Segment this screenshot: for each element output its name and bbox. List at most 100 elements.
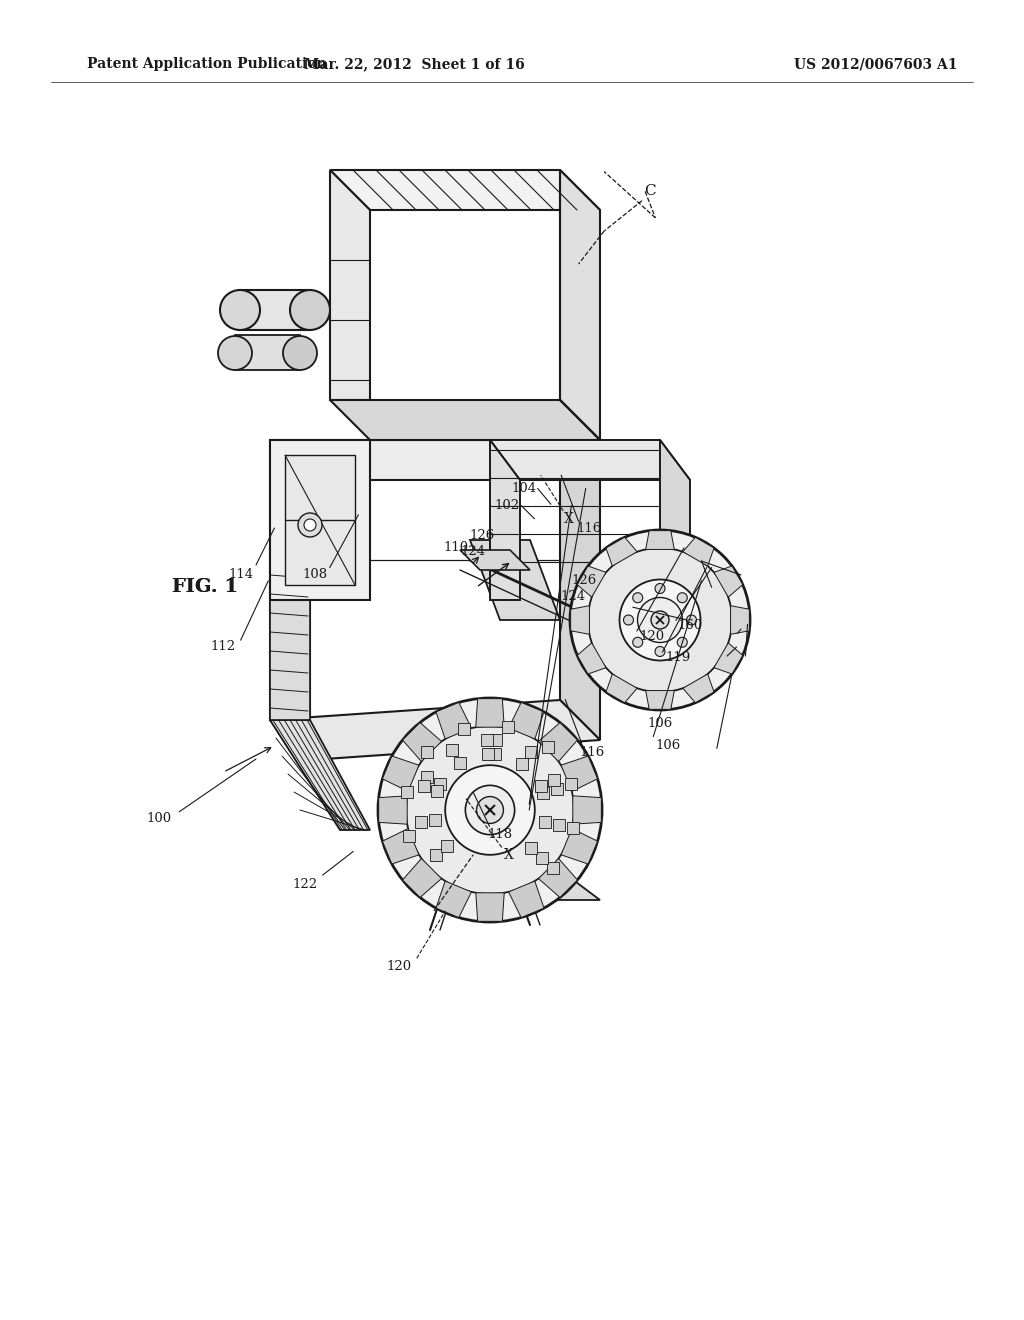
Text: 106: 106: [647, 717, 673, 730]
Circle shape: [290, 290, 330, 330]
Circle shape: [465, 785, 515, 834]
Polygon shape: [476, 892, 504, 921]
Circle shape: [633, 593, 643, 603]
Polygon shape: [578, 643, 606, 675]
Circle shape: [298, 513, 322, 537]
Polygon shape: [460, 550, 530, 570]
Polygon shape: [570, 606, 590, 635]
Text: FIG. 1: FIG. 1: [172, 578, 239, 597]
Polygon shape: [270, 560, 310, 719]
Polygon shape: [561, 756, 598, 792]
Polygon shape: [542, 742, 554, 754]
Circle shape: [304, 519, 316, 531]
Text: C: C: [644, 185, 656, 198]
Circle shape: [406, 726, 574, 894]
Text: 100: 100: [146, 812, 171, 825]
Circle shape: [677, 638, 687, 647]
Polygon shape: [547, 862, 559, 874]
Polygon shape: [481, 748, 494, 760]
Polygon shape: [536, 851, 548, 863]
Polygon shape: [730, 606, 750, 635]
Polygon shape: [430, 849, 442, 862]
Text: FIG. 1: FIG. 1: [172, 578, 239, 597]
Polygon shape: [446, 744, 458, 756]
Text: 104: 104: [512, 482, 537, 495]
Polygon shape: [434, 777, 446, 791]
Polygon shape: [401, 785, 413, 797]
Polygon shape: [234, 335, 300, 370]
Polygon shape: [509, 880, 544, 917]
Text: 122: 122: [293, 878, 317, 891]
Polygon shape: [516, 758, 528, 770]
Circle shape: [283, 337, 317, 370]
Polygon shape: [382, 756, 419, 792]
Polygon shape: [539, 722, 578, 762]
Circle shape: [220, 290, 260, 330]
Polygon shape: [524, 746, 537, 758]
Text: 118: 118: [487, 828, 512, 841]
Circle shape: [677, 593, 687, 603]
Polygon shape: [548, 775, 560, 787]
Polygon shape: [490, 734, 502, 746]
Text: 112: 112: [211, 640, 236, 653]
Polygon shape: [539, 858, 578, 898]
Polygon shape: [330, 170, 600, 210]
Polygon shape: [488, 748, 501, 760]
Polygon shape: [606, 537, 637, 566]
Polygon shape: [567, 822, 580, 834]
Polygon shape: [646, 531, 675, 549]
Polygon shape: [379, 796, 408, 824]
Text: 120: 120: [639, 630, 665, 643]
Text: X: X: [564, 512, 574, 525]
Text: 106: 106: [655, 739, 681, 752]
Circle shape: [686, 615, 696, 624]
Polygon shape: [509, 702, 544, 739]
Polygon shape: [415, 816, 427, 828]
Polygon shape: [429, 813, 441, 826]
Polygon shape: [539, 816, 551, 828]
Polygon shape: [420, 870, 600, 900]
Polygon shape: [490, 440, 690, 480]
Polygon shape: [330, 400, 600, 440]
Polygon shape: [578, 566, 606, 597]
Circle shape: [655, 583, 665, 594]
Text: US 2012/0067603 A1: US 2012/0067603 A1: [794, 57, 957, 71]
Circle shape: [445, 766, 535, 855]
Polygon shape: [490, 440, 520, 601]
Polygon shape: [431, 785, 443, 797]
Polygon shape: [714, 566, 742, 597]
Text: 126: 126: [470, 529, 495, 543]
Polygon shape: [560, 440, 600, 741]
Polygon shape: [418, 780, 430, 792]
Polygon shape: [270, 440, 310, 719]
Circle shape: [633, 638, 643, 647]
Circle shape: [378, 698, 602, 921]
Polygon shape: [421, 746, 433, 759]
Polygon shape: [606, 675, 637, 702]
Polygon shape: [270, 700, 600, 760]
Polygon shape: [382, 829, 419, 865]
Text: 116: 116: [577, 521, 601, 535]
Polygon shape: [683, 675, 714, 702]
Circle shape: [638, 598, 683, 643]
Polygon shape: [285, 455, 355, 585]
Text: 108: 108: [303, 568, 328, 581]
Text: 160: 160: [678, 619, 703, 632]
Text: 119: 119: [666, 651, 691, 664]
Polygon shape: [436, 702, 471, 739]
Text: Patent Application Publication: Patent Application Publication: [87, 57, 327, 71]
Polygon shape: [565, 779, 578, 791]
Circle shape: [655, 647, 665, 656]
Polygon shape: [525, 842, 538, 854]
Polygon shape: [441, 840, 453, 851]
Text: 114: 114: [228, 568, 253, 581]
Text: X: X: [504, 849, 514, 862]
Polygon shape: [270, 440, 370, 601]
Text: Mar. 22, 2012  Sheet 1 of 16: Mar. 22, 2012 Sheet 1 of 16: [304, 57, 525, 71]
Polygon shape: [714, 643, 742, 675]
Polygon shape: [330, 170, 370, 400]
Text: 124: 124: [561, 590, 586, 603]
Text: 116: 116: [580, 746, 604, 759]
Circle shape: [570, 531, 750, 710]
Polygon shape: [535, 780, 547, 792]
